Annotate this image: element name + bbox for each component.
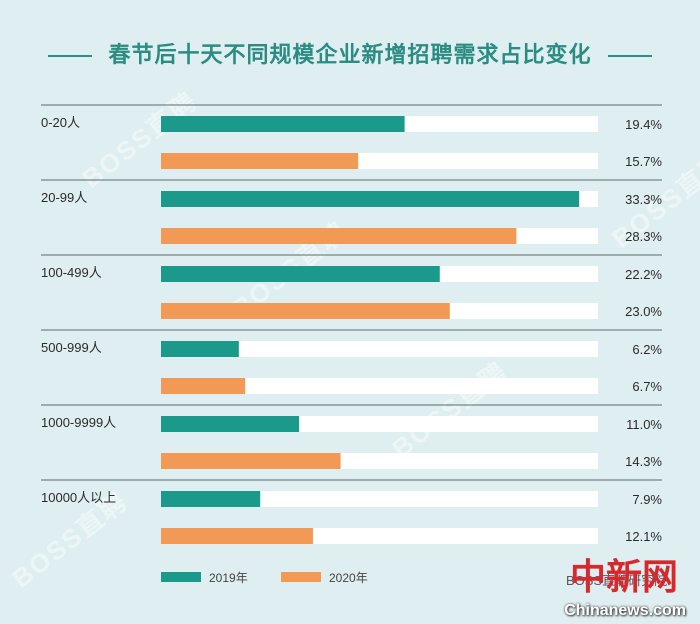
bar [161, 228, 517, 244]
bar [161, 491, 261, 507]
bar-track [161, 378, 598, 394]
bar [161, 303, 450, 319]
logo: 中新网 [569, 556, 678, 598]
data-label: 6.7% [632, 379, 662, 394]
title-rule-left [48, 55, 92, 57]
data-label: 11.0% [626, 417, 662, 432]
source-label: BOSS直聘研究院 [566, 573, 668, 588]
category-label: 500-999人 [41, 340, 102, 355]
bar-track [161, 491, 598, 507]
site-url: Chinanews.com [564, 602, 686, 619]
bar [161, 378, 246, 394]
data-label: 33.3% [625, 192, 662, 207]
category-label: 1000-9999人 [41, 415, 116, 430]
data-label: 12.1% [625, 529, 662, 544]
bar [161, 416, 300, 432]
data-label: 28.3% [625, 229, 662, 244]
data-label: 23.0% [625, 304, 662, 319]
category-label: 100-499人 [41, 265, 102, 280]
data-label: 6.2% [632, 342, 662, 357]
data-label: 7.9% [632, 492, 662, 507]
legend-label: 2019年 [209, 571, 248, 585]
legend-swatch [281, 572, 321, 582]
bar [161, 453, 341, 469]
bar-track [161, 341, 598, 357]
chart-title: 春节后十天不同规模企业新增招聘需求占比变化 [108, 42, 592, 67]
legend-label: 2020年 [329, 571, 368, 585]
bar [161, 341, 239, 357]
bar [161, 116, 405, 132]
data-label: 15.7% [625, 154, 662, 169]
legend-swatch [161, 572, 201, 582]
category-label: 10000人以上 [41, 490, 116, 505]
bar [161, 266, 440, 282]
category-label: 0-20人 [41, 115, 80, 130]
data-label: 19.4% [625, 117, 662, 132]
chart-title-area: 春节后十天不同规模企业新增招聘需求占比变化 [0, 38, 700, 72]
title-rule-right [608, 55, 652, 57]
category-label: 20-99人 [41, 190, 87, 205]
bar [161, 153, 359, 169]
bar [161, 528, 313, 544]
data-label: 22.2% [625, 267, 662, 282]
data-label: 14.3% [625, 454, 662, 469]
bar [161, 191, 580, 207]
